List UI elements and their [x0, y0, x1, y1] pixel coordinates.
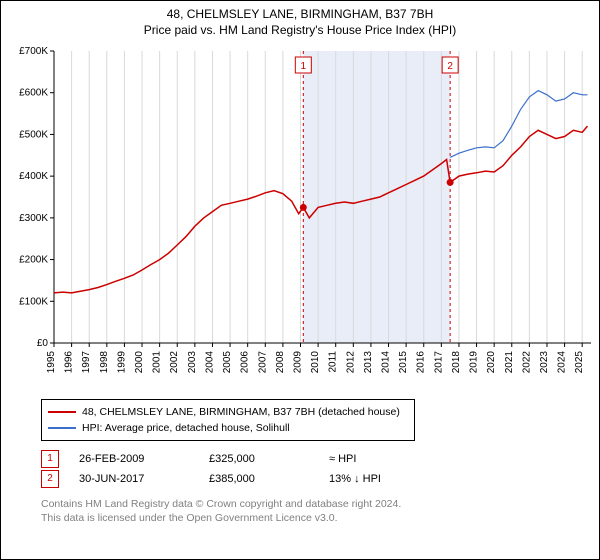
svg-text:2003: 2003: [187, 351, 198, 374]
svg-text:2007: 2007: [257, 351, 268, 374]
transaction-marker: 2: [41, 470, 59, 488]
transaction-date: 30-JUN-2017: [79, 469, 189, 489]
svg-text:2011: 2011: [328, 351, 339, 373]
svg-text:£0: £0: [37, 338, 49, 349]
legend-label: 48, CHELMSLEY LANE, BIRMINGHAM, B37 7BH …: [82, 404, 400, 420]
svg-text:2019: 2019: [469, 351, 480, 374]
transaction-row: 1 26-FEB-2009 £325,000 ≈ HPI: [41, 449, 599, 469]
svg-text:2021: 2021: [504, 351, 515, 374]
svg-text:2012: 2012: [345, 351, 356, 374]
transaction-diff: ≈ HPI: [329, 449, 429, 469]
svg-text:1995: 1995: [46, 351, 57, 374]
transactions-table: 1 26-FEB-2009 £325,000 ≈ HPI 2 30-JUN-2017 £38…: [41, 449, 599, 489]
svg-text:2017: 2017: [433, 351, 444, 374]
svg-text:2006: 2006: [240, 351, 251, 374]
transaction-diff: 13% ↓ HPI: [329, 469, 429, 489]
svg-text:2009: 2009: [292, 351, 303, 374]
transaction-price: £325,000: [209, 449, 309, 469]
legend-item: 48, CHELMSLEY LANE, BIRMINGHAM, B37 7BH …: [48, 404, 408, 420]
svg-text:£400K: £400K: [19, 171, 48, 182]
svg-text:2022: 2022: [521, 351, 532, 374]
transaction-date: 26-FEB-2009: [79, 449, 189, 469]
svg-text:2014: 2014: [381, 351, 392, 374]
svg-text:£500K: £500K: [19, 129, 48, 140]
svg-text:2005: 2005: [222, 351, 233, 374]
chart-subtitle: Price paid vs. HM Land Registry's House …: [1, 23, 599, 37]
svg-text:2015: 2015: [398, 351, 409, 374]
svg-text:1997: 1997: [81, 351, 92, 374]
chart-title: 48, CHELMSLEY LANE, BIRMINGHAM, B37 7BH: [1, 7, 599, 21]
svg-text:£200K: £200K: [19, 255, 48, 266]
svg-text:£700K: £700K: [19, 46, 48, 57]
svg-text:2002: 2002: [169, 351, 180, 374]
svg-text:2018: 2018: [451, 351, 462, 374]
legend-swatch: [48, 411, 76, 413]
footer-attribution: Contains HM Land Registry data © Crown c…: [41, 497, 599, 525]
svg-text:2025: 2025: [574, 351, 585, 374]
svg-text:1999: 1999: [116, 351, 127, 374]
footer-line-2: This data is licensed under the Open Gov…: [41, 511, 599, 525]
chart-area: £0 £100K £200K £300K £400K £500K £600K £700K 199…: [6, 43, 596, 393]
legend-label: HPI: Average price, detached house, Soli…: [82, 420, 290, 436]
footer-line-1: Contains HM Land Registry data © Crown c…: [41, 497, 599, 511]
svg-text:2020: 2020: [486, 351, 497, 374]
svg-text:2: 2: [447, 61, 453, 72]
svg-text:1996: 1996: [64, 351, 75, 374]
legend-item: HPI: Average price, detached house, Soli…: [48, 420, 408, 436]
transaction-price: £385,000: [209, 469, 309, 489]
transaction-marker: 1: [41, 450, 59, 468]
svg-text:£100K: £100K: [19, 296, 48, 307]
line-chart: £0 £100K £200K £300K £400K £500K £600K £700K 199…: [6, 43, 596, 393]
svg-text:£300K: £300K: [19, 213, 48, 224]
svg-text:2008: 2008: [275, 351, 286, 374]
transaction-row: 2 30-JUN-2017 £385,000 13% ↓ HPI: [41, 469, 599, 489]
svg-text:2010: 2010: [310, 351, 321, 374]
svg-text:2016: 2016: [416, 351, 427, 374]
svg-text:2000: 2000: [134, 351, 145, 374]
legend-swatch: [48, 427, 76, 429]
svg-text:1998: 1998: [99, 351, 110, 374]
svg-text:2004: 2004: [204, 351, 215, 374]
chart-container: 48, CHELMSLEY LANE, BIRMINGHAM, B37 7BH …: [0, 0, 600, 560]
svg-text:1: 1: [301, 61, 307, 72]
legend: 48, CHELMSLEY LANE, BIRMINGHAM, B37 7BH …: [41, 399, 415, 441]
svg-text:£600K: £600K: [19, 88, 48, 99]
svg-text:2024: 2024: [557, 351, 568, 374]
svg-text:2001: 2001: [152, 351, 163, 374]
svg-text:2013: 2013: [363, 351, 374, 374]
svg-text:2023: 2023: [539, 351, 550, 374]
